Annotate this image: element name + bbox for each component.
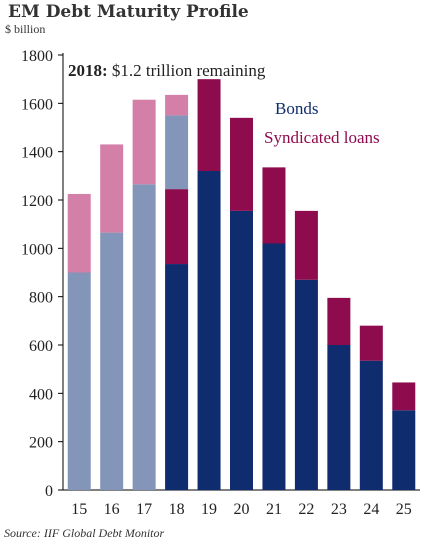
x-tick-label-23: 23: [331, 501, 347, 518]
x-tick-label-18: 18: [169, 501, 185, 518]
bar-bonds-21: [262, 243, 286, 490]
bar-loans-16: [100, 144, 124, 233]
y-tick-label-1800: 1800: [21, 48, 53, 65]
y-tick-label-600: 600: [29, 338, 53, 355]
bar-bonds-24: [359, 360, 383, 490]
y-tick-label-200: 200: [29, 435, 53, 452]
x-tick-label-19: 19: [201, 501, 217, 518]
bar-bonds-remaining-18: [165, 264, 189, 490]
x-tick-label-21: 21: [266, 501, 282, 518]
x-tick-label-24: 24: [363, 501, 379, 518]
y-tick-label-1400: 1400: [21, 145, 53, 162]
bar-loans-matured-18: [165, 94, 189, 116]
bar-bonds-16: [100, 232, 124, 490]
source-note: Source: IIF Global Debt Monitor: [4, 526, 165, 540]
bar-bonds-23: [327, 345, 351, 490]
y-tick-label-1000: 1000: [21, 241, 53, 258]
y-tick-label-1600: 1600: [21, 96, 53, 113]
y-tick-label-400: 400: [29, 386, 53, 403]
bar-bonds-22: [294, 279, 318, 490]
bar-loans-23: [327, 297, 351, 345]
bar-bonds-20: [230, 210, 253, 490]
bar-loans-25: [392, 382, 416, 411]
x-tick-label-25: 25: [396, 501, 412, 518]
x-tick-label-20: 20: [234, 501, 250, 518]
bar-loans-19: [197, 79, 221, 171]
annotation-2018: 2018: $1.2 trillion remaining: [68, 61, 266, 80]
bar-bonds-25: [392, 410, 416, 490]
bar-loans-17: [132, 99, 156, 185]
y-axis-unit: $ billion: [5, 22, 46, 36]
bar-bonds-17: [132, 184, 156, 490]
legend-bonds: Bonds: [275, 99, 318, 118]
x-tick-label-22: 22: [298, 501, 314, 518]
legend-syndicated-loans: Syndicated loans: [264, 128, 380, 147]
x-tick-label-17: 17: [136, 501, 152, 518]
chart-title: EM Debt Maturity Profile: [8, 2, 249, 22]
bar-bonds-matured-18: [165, 115, 189, 190]
bar-loans-22: [294, 210, 318, 280]
bar-loans-24: [359, 325, 383, 361]
bar-bonds-15: [67, 272, 91, 490]
x-tick-label-16: 16: [104, 501, 120, 518]
bar-loans-15: [67, 193, 91, 273]
bar-loans-20: [230, 117, 253, 211]
y-tick-label-1200: 1200: [21, 193, 53, 210]
y-tick-label-0: 0: [45, 483, 53, 500]
x-tick-label-15: 15: [71, 501, 87, 518]
y-tick-label-800: 800: [29, 290, 53, 307]
bar-loans-21: [262, 167, 286, 244]
bar-bonds-19: [197, 171, 221, 490]
bar-loans-remaining-18: [165, 189, 189, 265]
